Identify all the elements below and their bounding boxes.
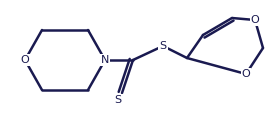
Text: S: S [114,95,122,105]
Text: O: O [242,69,250,79]
Text: N: N [101,55,109,65]
Text: O: O [251,15,259,25]
Text: O: O [21,55,29,65]
Text: S: S [159,41,167,51]
